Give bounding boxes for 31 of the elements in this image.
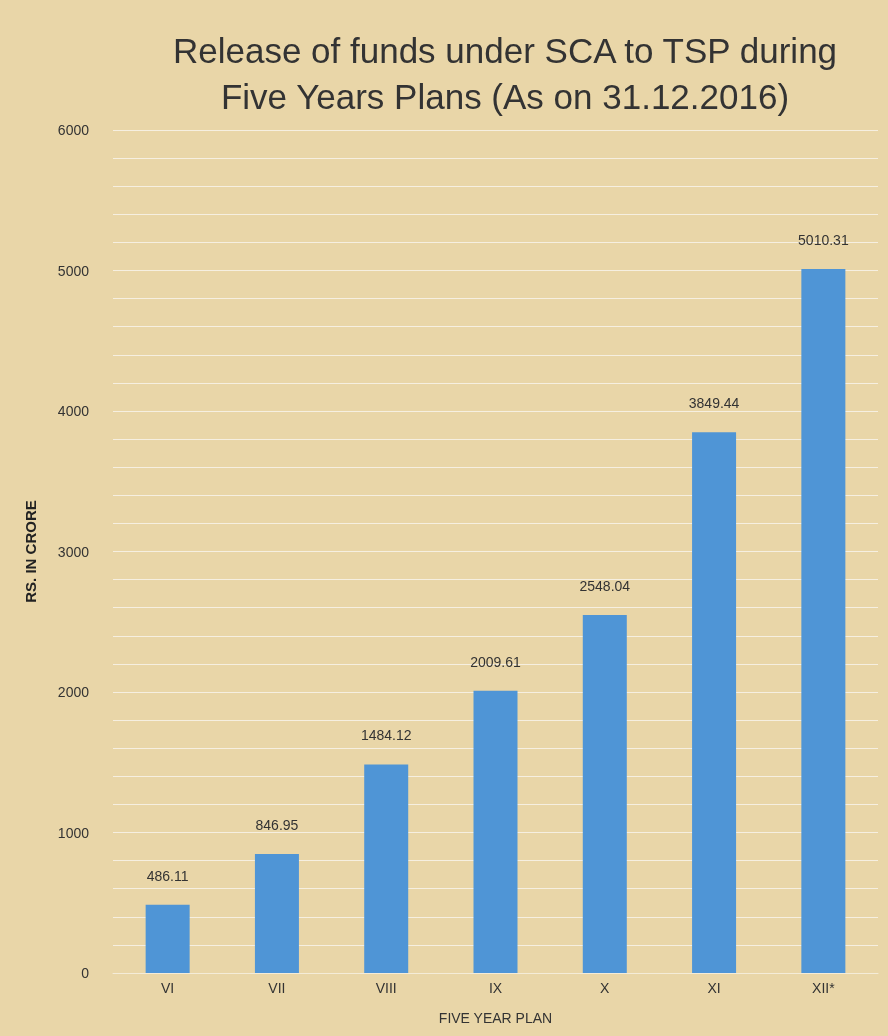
x-tick-label: IX (488, 980, 503, 996)
y-tick-label: 2000 (57, 684, 90, 700)
data-label: 5010.31 (798, 232, 849, 249)
data-label: 3849.44 (688, 395, 740, 412)
y-tick-label: 1000 (57, 824, 90, 841)
y-tick-label: 0 (81, 965, 90, 981)
bar (692, 432, 737, 973)
x-tick-label: X (600, 980, 611, 996)
bar (364, 764, 409, 973)
bar (145, 904, 190, 973)
bar (473, 690, 518, 973)
chart-title: Release of funds under SCA to TSP during Five Years Plans (As on 31.12.2016) (172, 30, 838, 116)
y-axis-title: RS. IN CRORE (22, 500, 39, 603)
data-label: 846.95 (255, 817, 299, 833)
x-tick-label: VII (268, 980, 286, 996)
x-tick-label: VI (161, 980, 175, 996)
data-label: 1484.12 (360, 727, 412, 744)
data-label: 2548.04 (579, 578, 631, 594)
x-tick-label: VIII (375, 980, 397, 996)
y-tick-label: 4000 (57, 403, 90, 419)
bar (582, 615, 627, 973)
x-axis-title: FIVE YEAR PLAN (438, 1010, 553, 1026)
data-label: 2009.61 (470, 653, 522, 670)
data-label: 486.11 (146, 867, 189, 884)
x-tick-label: XII* (812, 980, 836, 996)
bar (254, 854, 299, 973)
y-tick-label: 5000 (57, 262, 90, 279)
bar (801, 269, 846, 973)
x-tick-label: XI (707, 980, 721, 996)
y-tick-label: 3000 (57, 543, 90, 560)
y-tick-label: 6000 (57, 122, 90, 138)
